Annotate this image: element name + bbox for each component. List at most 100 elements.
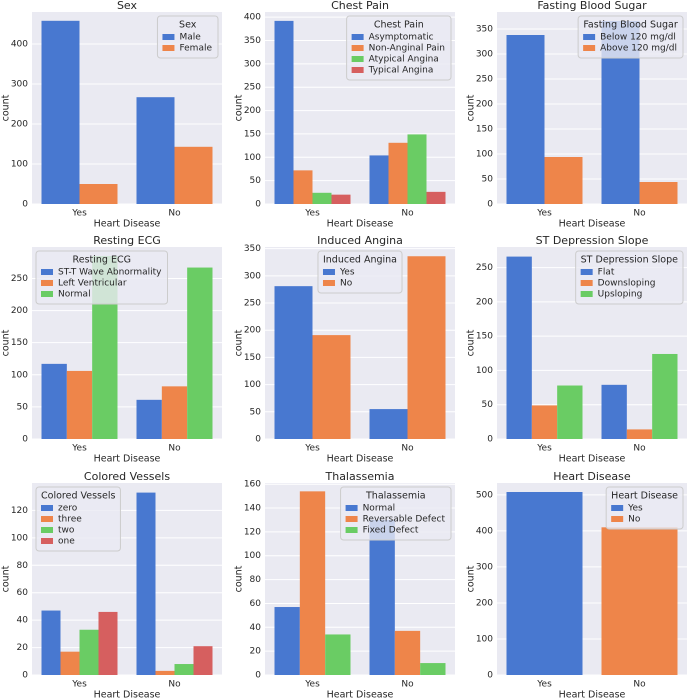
bar: [312, 335, 351, 439]
legend-label: zero: [58, 504, 78, 514]
y-tick-label: 0: [22, 671, 28, 681]
legend-swatch: [41, 527, 53, 533]
bar: [506, 256, 532, 439]
legend-label: Fixed Defect: [363, 526, 419, 536]
legend-swatch: [580, 291, 593, 297]
y-tick-label: 20: [250, 647, 262, 657]
x-tick-label: Yes: [71, 209, 87, 219]
bar: [331, 194, 351, 204]
y-tick-label: 80: [250, 575, 262, 585]
chart-title: Fasting Blood Sugar: [537, 0, 647, 12]
legend-swatch: [162, 45, 175, 51]
bar: [187, 267, 213, 439]
legend-swatch: [41, 269, 53, 275]
bar: [41, 610, 61, 675]
y-tick-label: 400: [476, 526, 493, 536]
bar: [388, 142, 408, 204]
y-axis-label: count: [1, 329, 12, 356]
legend-label: Normal: [58, 290, 91, 300]
x-tick-label: Yes: [536, 680, 552, 690]
legend-swatch: [162, 34, 175, 40]
legend-label: Male: [179, 33, 201, 43]
legend-swatch: [583, 34, 596, 40]
legend-box: [575, 250, 684, 305]
bar: [601, 384, 627, 439]
x-axis-label: Heart Disease: [327, 219, 394, 230]
x-axis-label: Heart Disease: [559, 219, 626, 230]
y-tick-label: 50: [482, 175, 494, 185]
bar: [293, 170, 313, 204]
x-tick-label: Yes: [71, 444, 87, 454]
legend-swatch: [583, 45, 596, 51]
y-axis-label: count: [466, 565, 477, 592]
bar: [531, 405, 558, 439]
y-tick-label: 50: [482, 400, 494, 410]
legend-label: Upsloping: [598, 290, 643, 300]
legend-label: ST-T Wave Abnormality: [58, 268, 162, 278]
y-tick-label: 350: [244, 244, 261, 254]
x-axis-label: Heart Disease: [559, 454, 626, 465]
legend-label: Flat: [598, 268, 615, 278]
legend-label: Normal: [363, 504, 396, 514]
bar: [66, 370, 93, 439]
bar: [626, 429, 653, 439]
y-tick-label: 250: [476, 263, 493, 273]
y-axis-label: count: [1, 565, 12, 592]
chart-title: Heart Disease: [553, 470, 631, 483]
y-tick-label: 0: [487, 435, 493, 445]
bar: [426, 191, 446, 204]
y-tick-label: 100: [244, 153, 261, 163]
legend-swatch: [41, 516, 53, 522]
bar: [407, 134, 427, 204]
legend-title: Resting ECG: [73, 255, 131, 266]
y-tick-label: 20: [17, 643, 29, 653]
legend-swatch: [322, 269, 335, 275]
bar: [299, 491, 326, 675]
y-tick-label: 250: [476, 75, 493, 85]
legend-title: Chest Pain: [374, 20, 424, 31]
x-tick-label: No: [633, 209, 646, 219]
y-tick-label: 200: [476, 100, 493, 110]
x-axis-label: Heart Disease: [327, 454, 394, 465]
legend-title: Colored Vessels: [41, 491, 115, 502]
bar: [407, 256, 446, 439]
bar: [369, 409, 408, 439]
legend-swatch: [345, 516, 358, 522]
chart-title: ST Depression Slope: [536, 234, 649, 247]
legend: ST Depression Slope FlatDownslopingUpslop…: [575, 250, 684, 305]
legend-box: [340, 486, 452, 541]
y-tick-label: 0: [22, 435, 28, 445]
y-tick-label: 50: [17, 402, 29, 412]
y-tick-label: 200: [244, 106, 261, 116]
legend-label: Typical Angina: [368, 66, 434, 76]
legend-label: Yes: [339, 268, 355, 278]
y-tick-label: 200: [476, 297, 493, 307]
y-tick-label: 100: [476, 366, 493, 376]
bar: [369, 519, 395, 675]
x-tick-label: No: [633, 680, 646, 690]
y-axis-label: count: [234, 94, 245, 121]
bar: [136, 492, 156, 675]
x-axis-label: Heart Disease: [559, 690, 626, 700]
bar: [136, 399, 162, 439]
y-tick-label: 100: [476, 150, 493, 160]
legend-title: ST Depression Slope: [581, 255, 678, 266]
y-tick-label: 60: [17, 588, 29, 598]
bar: [506, 35, 545, 204]
bar: [274, 20, 294, 204]
x-tick-label: Yes: [536, 209, 552, 219]
y-tick-label: 200: [11, 306, 28, 316]
legend-title: Sex: [179, 20, 197, 31]
legend-swatch: [580, 280, 593, 286]
bar: [394, 630, 421, 675]
bar: [652, 353, 678, 439]
y-tick-label: 350: [476, 25, 493, 35]
bar: [325, 634, 351, 675]
bar: [155, 670, 175, 675]
legend-swatch: [351, 67, 364, 73]
legend-title: Induced Angina: [323, 255, 397, 266]
x-tick-label: No: [168, 444, 181, 454]
